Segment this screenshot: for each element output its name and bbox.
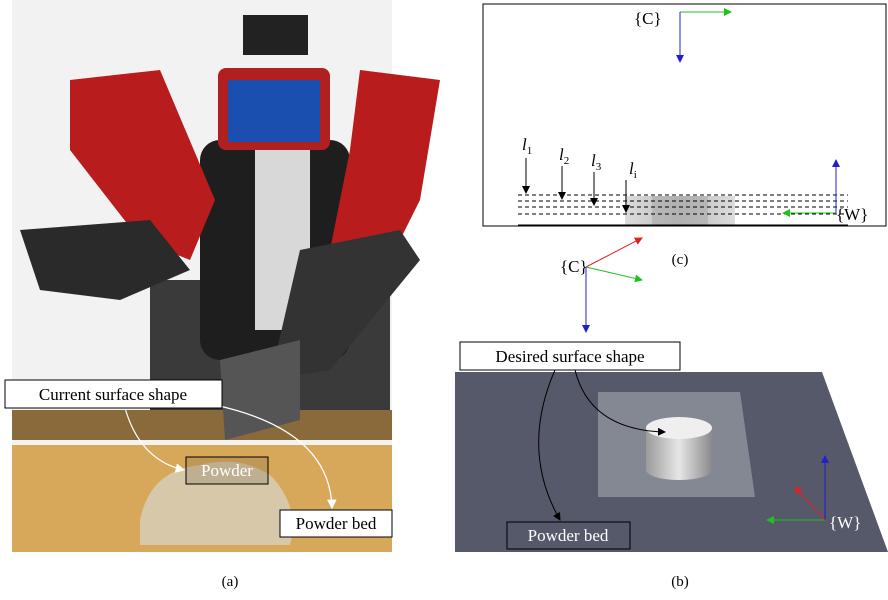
frame-label: {W}	[836, 205, 868, 224]
label: Powder bed	[528, 526, 609, 545]
scan-lines	[518, 194, 848, 215]
caption: (a)	[222, 574, 239, 590]
frame-label: {C}	[560, 257, 588, 276]
axis	[585, 237, 643, 268]
axis	[794, 486, 826, 521]
frame-label: {W}	[829, 513, 861, 532]
arrows-b	[538, 369, 666, 521]
label-box	[459, 341, 681, 371]
label: Powder	[201, 461, 253, 480]
label-box	[185, 456, 269, 485]
line-label: l1	[522, 135, 532, 157]
label: Powder bed	[296, 514, 377, 533]
label-box	[4, 379, 223, 409]
label: Current surface shape	[39, 385, 187, 404]
frame-label: {C}	[634, 9, 662, 28]
cylinder-top	[646, 417, 712, 439]
line-label: l3	[591, 151, 602, 173]
label: Desired surface shape	[495, 347, 644, 366]
panel-frame	[482, 3, 887, 227]
label-box	[506, 521, 631, 550]
label-box	[279, 509, 393, 538]
cylinder	[646, 428, 712, 480]
axis	[585, 266, 643, 283]
arrows-a	[124, 404, 337, 510]
line-label: li	[629, 159, 637, 181]
block	[652, 196, 708, 225]
caption: (b)	[671, 574, 689, 590]
line-arrows	[522, 158, 630, 213]
line-label: l2	[559, 145, 569, 167]
caption: (c)	[672, 252, 689, 268]
